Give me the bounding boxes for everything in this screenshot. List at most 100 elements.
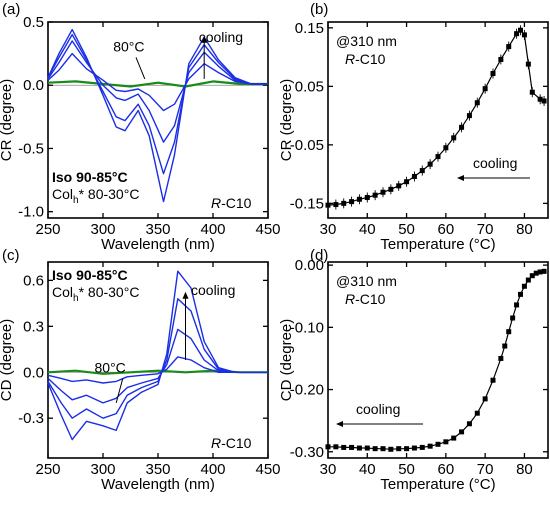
cooling-arrowhead xyxy=(336,421,343,427)
data-point xyxy=(325,202,331,208)
panel-label: (c) xyxy=(2,247,20,264)
panel-a: (a) 250 300 350 400 450 0.5 0.0 -0.5 -1.0 Waveleng… xyxy=(0,1,281,253)
data-point xyxy=(529,273,535,279)
data-point xyxy=(443,439,449,445)
data-point xyxy=(459,124,465,130)
data-point xyxy=(333,444,339,450)
data-point xyxy=(506,44,512,50)
data-point xyxy=(349,444,355,450)
x-tick-label: 350 xyxy=(145,461,170,478)
x-tick-label: 70 xyxy=(477,221,494,238)
x-axis-label: Wavelength (nm) xyxy=(101,476,215,493)
panel-c: (c) 250 300 350 400 450 0.6 0.3 0.0 -0.3 Wavelengt… xyxy=(0,247,281,493)
y-axis-label: CD (degree) xyxy=(278,319,295,402)
x-tick-label: 60 xyxy=(438,221,455,238)
data-point xyxy=(533,270,539,276)
x-axis-label: Temperature (°C) xyxy=(380,476,495,493)
y-tick-label: -0.15 xyxy=(290,195,324,212)
sample-label: R-C10 xyxy=(211,195,252,211)
temp-arrow xyxy=(115,378,124,404)
y-axis-label: CD (degree) xyxy=(0,319,15,402)
data-point xyxy=(333,202,339,208)
y-tick-label: -0.3 xyxy=(18,410,44,427)
x-tick-label: 250 xyxy=(35,461,60,478)
series-line-colh xyxy=(47,40,268,143)
sample-label: R-C10 xyxy=(345,291,386,307)
data-point xyxy=(325,444,331,450)
x-tick-label: 30 xyxy=(320,221,337,238)
y-tick-label: -0.05 xyxy=(290,137,324,154)
data-point xyxy=(502,343,508,349)
y-tick-label: -0.5 xyxy=(18,140,44,157)
sample-label: R-C10 xyxy=(345,51,386,67)
data-point xyxy=(525,61,531,67)
data-point xyxy=(490,377,496,383)
legend-colh: Colh* 80-30°C xyxy=(52,186,139,206)
panel-label: (b) xyxy=(310,1,328,18)
data-point xyxy=(356,196,362,202)
y-tick-label: 0.0 xyxy=(23,77,44,94)
data-point xyxy=(541,98,547,104)
y-tick-label: 0.0 xyxy=(23,364,44,381)
data-point xyxy=(451,135,457,141)
x-tick-label: 60 xyxy=(438,461,455,478)
data-point xyxy=(482,396,488,402)
wavelength-label: @310 nm xyxy=(336,33,397,49)
y-tick-label: -0.10 xyxy=(290,319,324,336)
data-point xyxy=(427,161,433,167)
panel-label: (d) xyxy=(310,247,328,264)
data-point xyxy=(451,435,457,441)
y-axis-label: CR (degree) xyxy=(0,79,15,162)
data-point xyxy=(341,200,347,206)
cooling-arrowhead xyxy=(182,291,189,299)
series-line-colh xyxy=(47,356,268,384)
data-point xyxy=(364,445,370,451)
data-point xyxy=(411,445,417,451)
x-tick-label: 400 xyxy=(200,221,225,238)
data-point xyxy=(514,31,520,37)
panel-d: (d) 30 40 50 60 70 80 0.00 -0.10 -0.20 -0.30 Temper… xyxy=(278,247,549,493)
data-point xyxy=(396,183,402,189)
data-point xyxy=(529,89,535,95)
series-line-iso xyxy=(47,80,268,88)
x-tick-label: 350 xyxy=(145,221,170,238)
data-point xyxy=(372,446,378,452)
series-line-colh xyxy=(47,52,268,112)
data-point xyxy=(537,96,543,102)
data-point xyxy=(466,113,472,119)
series-line xyxy=(328,270,545,450)
data-point xyxy=(498,355,504,361)
data-point xyxy=(364,195,370,201)
data-point xyxy=(541,268,547,274)
x-tick-label: 70 xyxy=(477,461,494,478)
x-tick-label: 400 xyxy=(200,461,225,478)
data-point xyxy=(419,444,425,450)
x-tick-label: 450 xyxy=(255,221,280,238)
data-point xyxy=(474,100,480,106)
x-tick-label: 50 xyxy=(398,461,415,478)
series-line-colh xyxy=(47,28,268,203)
y-tick-label: -0.20 xyxy=(290,382,324,399)
y-tick-label: 0.15 xyxy=(295,20,324,37)
y-tick-label: 0.05 xyxy=(295,78,324,95)
data-point xyxy=(404,179,410,185)
y-tick-label: 0.6 xyxy=(23,272,44,289)
x-tick-label: 300 xyxy=(90,221,115,238)
legend-iso: Iso 90-85°C xyxy=(52,169,128,185)
x-tick-label: 80 xyxy=(516,461,533,478)
x-axis-label: Temperature (°C) xyxy=(380,236,495,253)
data-point xyxy=(388,446,394,452)
data-point xyxy=(404,446,410,452)
panel-b: (b) 30 40 50 60 70 80 0.15 0.05 -0.05 -0.15 Tempera… xyxy=(278,1,549,253)
x-tick-label: 300 xyxy=(90,461,115,478)
series-line-colh xyxy=(47,270,268,441)
data-point xyxy=(349,199,355,205)
y-tick-label: 0.3 xyxy=(23,318,44,335)
cooling-arrowhead xyxy=(201,35,208,43)
data-point xyxy=(443,145,449,151)
temp-label: 80°C xyxy=(113,38,144,54)
data-point xyxy=(435,441,441,447)
cooling-label: cooling xyxy=(199,29,243,45)
data-point xyxy=(474,410,480,416)
